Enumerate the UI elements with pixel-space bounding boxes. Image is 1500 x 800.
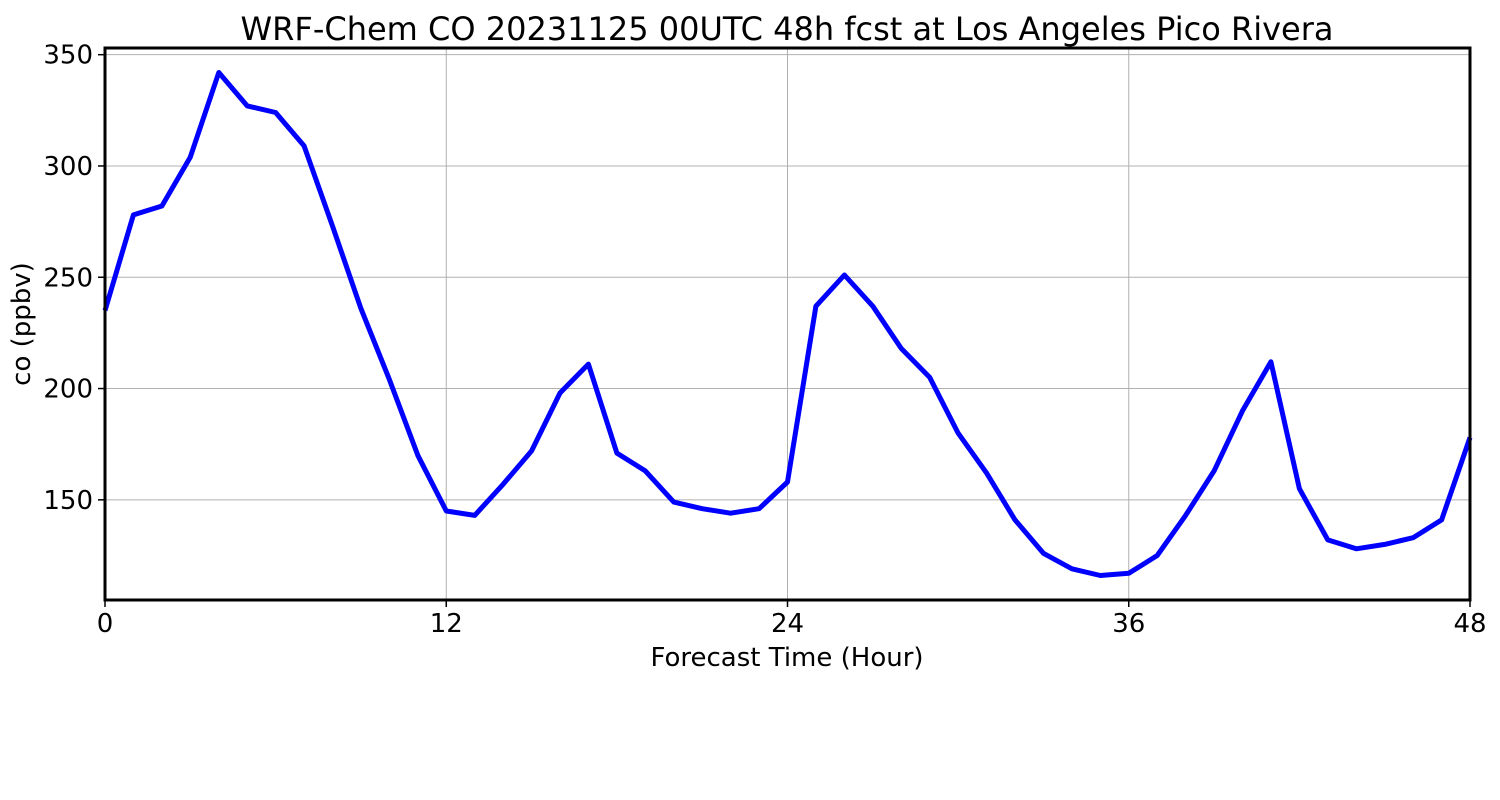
y-tick-label: 300 bbox=[43, 152, 93, 182]
chart-title: WRF-Chem CO 20231125 00UTC 48h fcst at L… bbox=[241, 10, 1334, 48]
x-tick-label: 0 bbox=[97, 609, 114, 639]
x-tick-label: 36 bbox=[1112, 609, 1145, 639]
y-tick-label: 150 bbox=[43, 486, 93, 516]
y-tick-label: 250 bbox=[43, 263, 93, 293]
y-tick-label: 350 bbox=[43, 41, 93, 71]
grid-lines bbox=[105, 48, 1470, 600]
x-tick-label: 48 bbox=[1453, 609, 1486, 639]
data-series bbox=[102, 70, 1473, 578]
y-tick-label: 200 bbox=[43, 375, 93, 405]
x-tick-label: 24 bbox=[771, 609, 804, 639]
x-tick-label: 12 bbox=[430, 609, 463, 639]
co-series-line bbox=[102, 70, 1473, 578]
axis-ticks: 0 12 24 36 48 150 200 250 300 350 bbox=[43, 41, 1486, 639]
y-axis-label: co (ppbv) bbox=[7, 262, 37, 386]
x-axis-label: Forecast Time (Hour) bbox=[650, 643, 923, 673]
